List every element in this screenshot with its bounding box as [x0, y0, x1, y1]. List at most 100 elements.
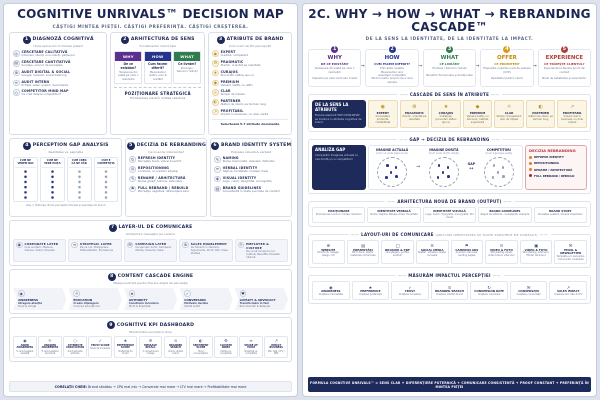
attribute-card: ◆ PREMIUM Valoare înaltă, nu discount, c… [462, 100, 493, 128]
step-action: Creăm înțelegere [73, 301, 99, 305]
card-title: BRAND STORY [549, 209, 572, 214]
card-desc: Postări, vizualuri, texte, carusele [418, 251, 447, 258]
kpi-dashboard-box: 9 COGNITIVE KPI DASHBOARD Monitorizăm evo… [9, 317, 292, 363]
gap-column: CUM NE VEDEM NOI [13, 156, 38, 202]
kpi-title: IMPACT BUSINESS [269, 343, 283, 350]
perception-gap-box: 4 PERCEPTION GAP ANALYSIS Realitatea vs. … [9, 137, 123, 217]
card-title: PREZENTĂRI [353, 247, 373, 252]
kpi-title: CLUSTER INDEX [219, 343, 232, 350]
pozitionare-strategica: POZIȚIONARE STRATEGICĂ Promisiunea unică… [114, 87, 202, 100]
section-label: LAYOUT-URI DE COMUNICARE (APLICĂM IDENTI… [347, 231, 552, 237]
kpi-card: ◐ SENTIMENT SCORE Tonul conversațiilor [188, 336, 213, 359]
list-item: ⚙ PRAGMATIC Practic, orientat pe rezultat… [212, 60, 288, 67]
kpi-title: BRANDED SEARCH [169, 343, 183, 350]
internal-audit-icon: ≡ [13, 79, 20, 87]
card-title: CAMPANII ADS [455, 247, 479, 252]
atribute-note: Selectează 5-7 atribute dominante [212, 118, 289, 126]
profitabil-icon: ↗ [570, 103, 575, 110]
column-header: WHY [115, 51, 142, 61]
gap-column: CUM NE VEDE PIAȚA [39, 156, 65, 202]
box-title: CONTENT CASCADE ENGINE [117, 274, 194, 280]
card-title: IDENTITATE VIZUALĂ [433, 209, 466, 214]
layout-card: ⚑ CAMPANII ADS Anunțuri, bannere, landin… [450, 239, 484, 265]
competitor-map-icon: ◇ [13, 89, 20, 96]
whw-column: WHY De ce existăm? Tensiunea din piață p… [114, 50, 143, 84]
item-desc: Tagline, tonalitate, mesaje cheie [222, 169, 269, 174]
curajos-icon: ★ [443, 103, 449, 110]
card-desc: Nume, Tagline, Mesaje cheie, Tonalitate [370, 212, 418, 216]
list-item: ⚑ FULL REBRAND / REBUILD Percepție negati… [129, 185, 203, 193]
attribute-desc: Impact real în business, nu doar output [561, 115, 584, 125]
diagnoza-items: ◎ CERCETARE CALITATIVĂ Interviuri clienți… [13, 50, 103, 96]
card-desc: One-pagers, profile, audituri [385, 251, 410, 258]
card-desc: Ce spunem lumii: Campanii, Oferte, Proie… [135, 245, 172, 252]
pillar-desc: Propoziția noastră unică de valoare (UVP… [483, 66, 531, 81]
card-desc: Storytelling vizual, video brand, interv… [488, 251, 515, 258]
decision-item: REPOSITIONING [529, 161, 583, 165]
diagnoza-cognitiva-box: 1 DIAGNOZĂ COGNITIVĂ Unde ești acum în mi… [9, 31, 108, 135]
email-icon: ✉ [568, 243, 573, 249]
card-title: SOCIAL MEDIA [420, 247, 444, 252]
item-desc: Consistență în toate punctele de contact [222, 188, 280, 193]
step-title: EDUCATION [73, 297, 93, 302]
card-desc: Cine suntem: Misiune, Viziune, Valori, P… [24, 245, 55, 252]
step-desc: Proof & Expertiză [128, 304, 151, 308]
curajos-icon: ★ [212, 69, 219, 77]
kpi-title: PREFERENCE SCORE [116, 343, 135, 350]
item-desc: Nume memorabil, relevant, distinctiv [222, 159, 275, 164]
identity-items: ✎ NAMING Nume memorabil, relevant, distin… [214, 156, 288, 193]
attribute-desc: Cunoaștere profundă, credibilitate [375, 115, 391, 125]
m-conversion-icon: ↻ [487, 284, 491, 290]
pillar-title: OFFER [497, 55, 517, 62]
item-title: CERCETARE CALITATIVĂ [21, 50, 68, 55]
attribute-cards: ◉ EXPERT Cunoaștere profundă, credibilit… [368, 100, 588, 128]
card-title: STRATEGIC LAYER [79, 241, 112, 246]
decizia-rebranding-box: 5 DECIZIA DE REBRANDING Ce nivel de inter… [125, 137, 208, 217]
item-desc: Practic, orientat pe rezultate [220, 63, 261, 68]
pillar-question: CE TRĂIEȘTE CLIENTUL? [544, 62, 585, 67]
video-photo-icon: ▣ [534, 243, 539, 249]
item-title: CURAJOS [220, 69, 239, 74]
bullet-dot-icon [529, 155, 532, 159]
box-title: PERCEPTION GAP ANALYSIS [32, 143, 109, 149]
step-desc: Recomandări & Retenție [239, 304, 271, 308]
competitori: COMPETITORI (Cum îi percepe piața) [478, 148, 519, 187]
pillar-number-badge: 1 [330, 45, 340, 55]
kpi-card: ⊙ BRANDED SEARCH Volum căutări brand [163, 336, 188, 359]
list-item: ◇ COMPETITOR MIND MAP Ce cred despre comp… [13, 89, 103, 96]
layer-card: ≡ STRATEGIC LAYER De ce noi: Poziționare,… [68, 238, 122, 262]
attribute-title: PROFITABIL [562, 110, 582, 115]
preference-score-icon: ★ [123, 338, 128, 344]
pillar-question: CUM FACEM DIFERIT? [374, 62, 411, 67]
pragmatic-icon: ⚙ [412, 103, 417, 110]
pillar-number-badge: 5 [559, 45, 569, 55]
pillar-question: CE LIVRĂM? [439, 62, 460, 67]
card-desc: Logo, Culori, Tipografie, Iconografie, S… [425, 212, 474, 219]
card-title: CORPORATE LAYER [24, 241, 59, 246]
pillar-title: EXPERIENCE [545, 55, 584, 62]
pillar-question: CE PROMITEM? [494, 62, 520, 67]
item-desc: Confuzie, nu suntem înțeleși [137, 169, 178, 174]
profitabil-icon: ↗ [212, 108, 219, 116]
verbal-identity-icon: ≡ [214, 166, 221, 173]
digital-audit-icon: ⊕ [13, 69, 20, 77]
bullet-dot-icon [529, 161, 532, 165]
imagine-actuala: IMAGINE ACTUALĂ (Cum ne vede piața acum) [372, 148, 413, 187]
presentation-icon: ▤ [360, 243, 365, 249]
whw-column: WHAT Ce livrăm? Produse / Servicii / Sol… [173, 50, 202, 84]
arhitectura-noua-section: ARHITECTURA NOUĂ DE BRAND (OUTPUT) POZIȚ… [308, 198, 591, 227]
item-desc: Impact în business, nu doar vizibil [220, 111, 269, 116]
attribute-card: ◉ EXPERT Cunoaștere profundă, credibilit… [368, 100, 398, 128]
corporate-icon: ◉ [16, 241, 23, 249]
box-title: ATRIBUTE DE BRAND [226, 37, 284, 43]
item-title: AUDIT DIGITAL & SOCIAL [21, 69, 71, 74]
guidelines-icon: ▤ [214, 185, 221, 193]
list-item: ◉ EXPERT Credibil, competent [212, 50, 288, 57]
right-subtitle: DE LA SENS LA IDENTITATE, DE LA IDENTITA… [365, 36, 534, 42]
pillar-number-badge: 3 [445, 45, 455, 55]
formula-bar: FORMULA COGNITIVE UNRIVALS™ = SENS CLAR … [308, 377, 591, 392]
aided-awareness-icon: ◉ [23, 338, 27, 344]
kpi-card: ☼ UNAIDED AWARENESS % recunoaștere spont… [38, 336, 62, 359]
attribute-desc: Alături de client, pe termen lung [528, 115, 553, 122]
gap-note: Gap = Distanța dintre percepția actuală … [26, 203, 106, 207]
